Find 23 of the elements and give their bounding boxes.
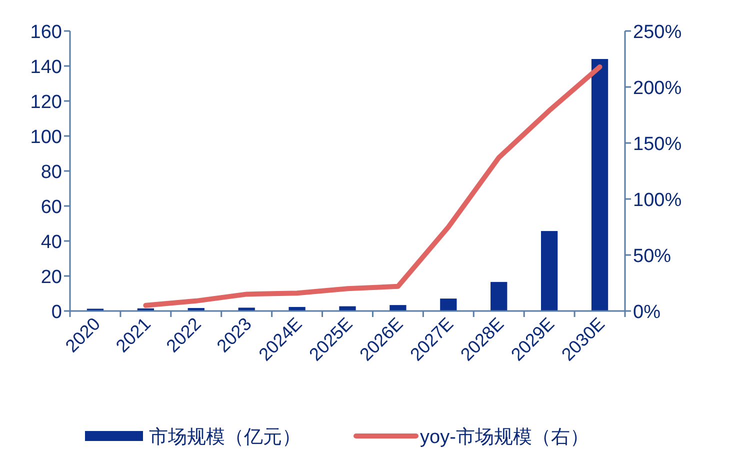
y2-tick-label: 200%: [633, 78, 682, 99]
y2-tick-label: 150%: [633, 134, 682, 155]
y-tick-label: 20: [40, 267, 62, 288]
y-tick-label: 60: [40, 197, 62, 218]
bar: [540, 231, 558, 311]
bar: [490, 282, 508, 311]
y2-tick-label: 0%: [633, 302, 661, 323]
y-tick-label: 80: [40, 162, 62, 183]
y-tick-label: 160: [30, 22, 62, 43]
y2-tick-label: 50%: [633, 246, 672, 267]
y-tick-label: 40: [40, 232, 62, 253]
legend-label: yoy-市场规模（右）: [420, 426, 589, 448]
legend-label: 市场规模（亿元）: [149, 426, 301, 448]
y2-tick-label: 250%: [633, 22, 682, 43]
y-tick-label: 100: [30, 127, 62, 148]
bar: [591, 59, 608, 311]
y-tick-label: 120: [30, 92, 62, 113]
bar: [440, 298, 457, 311]
bar: [390, 305, 406, 311]
y-tick-label: 140: [30, 57, 62, 78]
y-tick-label: 0: [51, 302, 62, 323]
y2-tick-label: 100%: [633, 190, 682, 211]
bar: [238, 308, 255, 311]
